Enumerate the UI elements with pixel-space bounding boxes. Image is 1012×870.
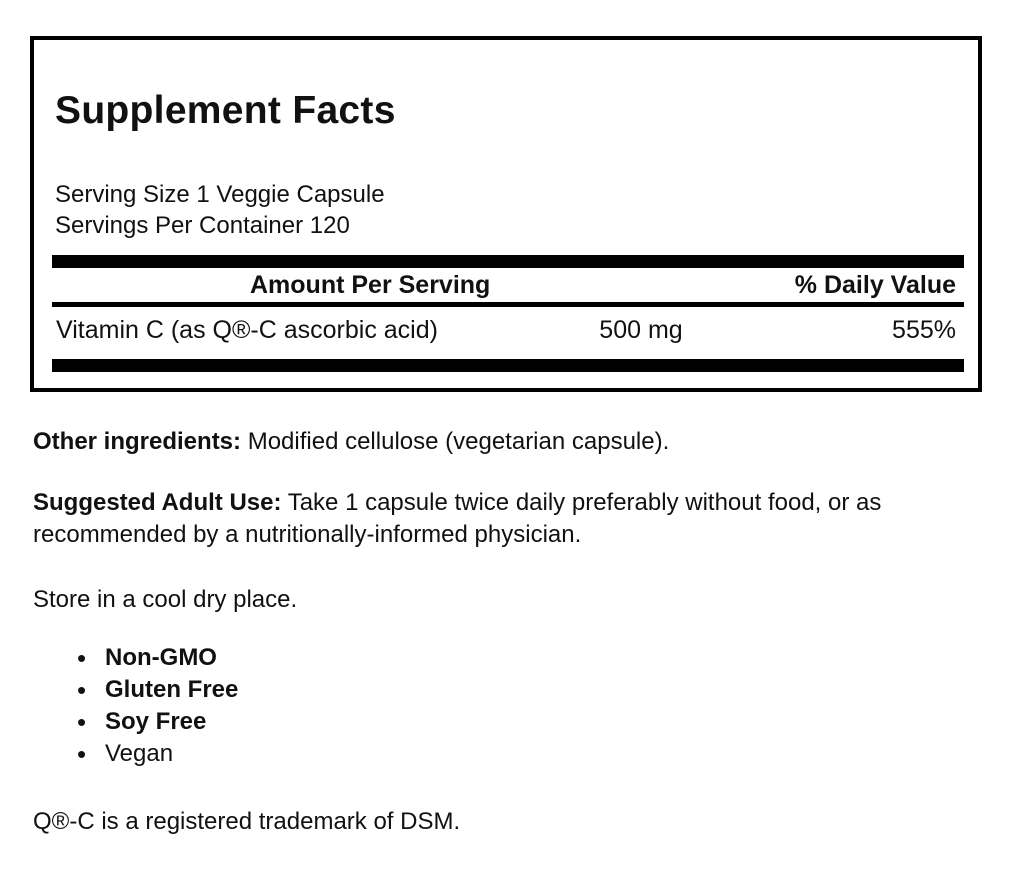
thin-divider bbox=[52, 302, 964, 307]
feature-gluten-free: Gluten Free bbox=[33, 674, 981, 706]
other-ingredients-label: Other ingredients: bbox=[33, 428, 242, 455]
supplement-facts-panel: Supplement Facts Serving Size 1 Veggie C… bbox=[30, 36, 982, 392]
facts-table: Amount Per Serving % Daily Value Vitamin… bbox=[52, 255, 964, 372]
table-row: Vitamin C (as Q®-C ascorbic acid) 500 mg… bbox=[52, 307, 964, 353]
suggested-use-paragraph: Suggested Adult Use: Take 1 capsule twic… bbox=[33, 487, 981, 551]
facts-table-header-row: Amount Per Serving % Daily Value bbox=[52, 268, 964, 302]
amount-per-serving-header: Amount Per Serving bbox=[250, 270, 491, 299]
thick-divider-bottom bbox=[52, 359, 964, 372]
supplement-facts-title: Supplement Facts bbox=[55, 89, 396, 132]
nutrient-amount: 500 mg bbox=[599, 315, 683, 344]
label-body-copy: Other ingredients: Modified cellulose (v… bbox=[33, 426, 981, 838]
daily-value-header: % Daily Value bbox=[794, 270, 956, 299]
feature-soy-free: Soy Free bbox=[33, 706, 981, 738]
other-ingredients-paragraph: Other ingredients: Modified cellulose (v… bbox=[33, 426, 981, 458]
feature-non-gmo: Non-GMO bbox=[33, 642, 981, 674]
trademark-notice: Q®-C is a registered trademark of DSM. bbox=[33, 808, 461, 835]
suggested-use-label: Suggested Adult Use: bbox=[33, 489, 282, 516]
other-ingredients-text: Modified cellulose (vegetarian capsule). bbox=[241, 428, 670, 455]
servings-per-container-line: Servings Per Container 120 bbox=[55, 212, 350, 239]
nutrient-daily-value: 555% bbox=[892, 315, 956, 344]
suggested-use-text: Take 1 capsule twice daily preferably wi… bbox=[33, 489, 882, 548]
nutrient-name: Vitamin C (as Q®-C ascorbic acid) bbox=[56, 315, 438, 344]
thick-divider-top bbox=[52, 255, 964, 268]
serving-size-line: Serving Size 1 Veggie Capsule bbox=[55, 181, 385, 208]
panel-heading-area: Supplement Facts Serving Size 1 Veggie C… bbox=[34, 40, 978, 241]
storage-instructions: Store in a cool dry place. bbox=[33, 586, 298, 613]
feature-vegan: Vegan bbox=[33, 738, 981, 770]
serving-info: Serving Size 1 Veggie Capsule Servings P… bbox=[55, 179, 978, 241]
product-features-list: Non-GMO Gluten Free Soy Free Vegan bbox=[33, 642, 981, 770]
